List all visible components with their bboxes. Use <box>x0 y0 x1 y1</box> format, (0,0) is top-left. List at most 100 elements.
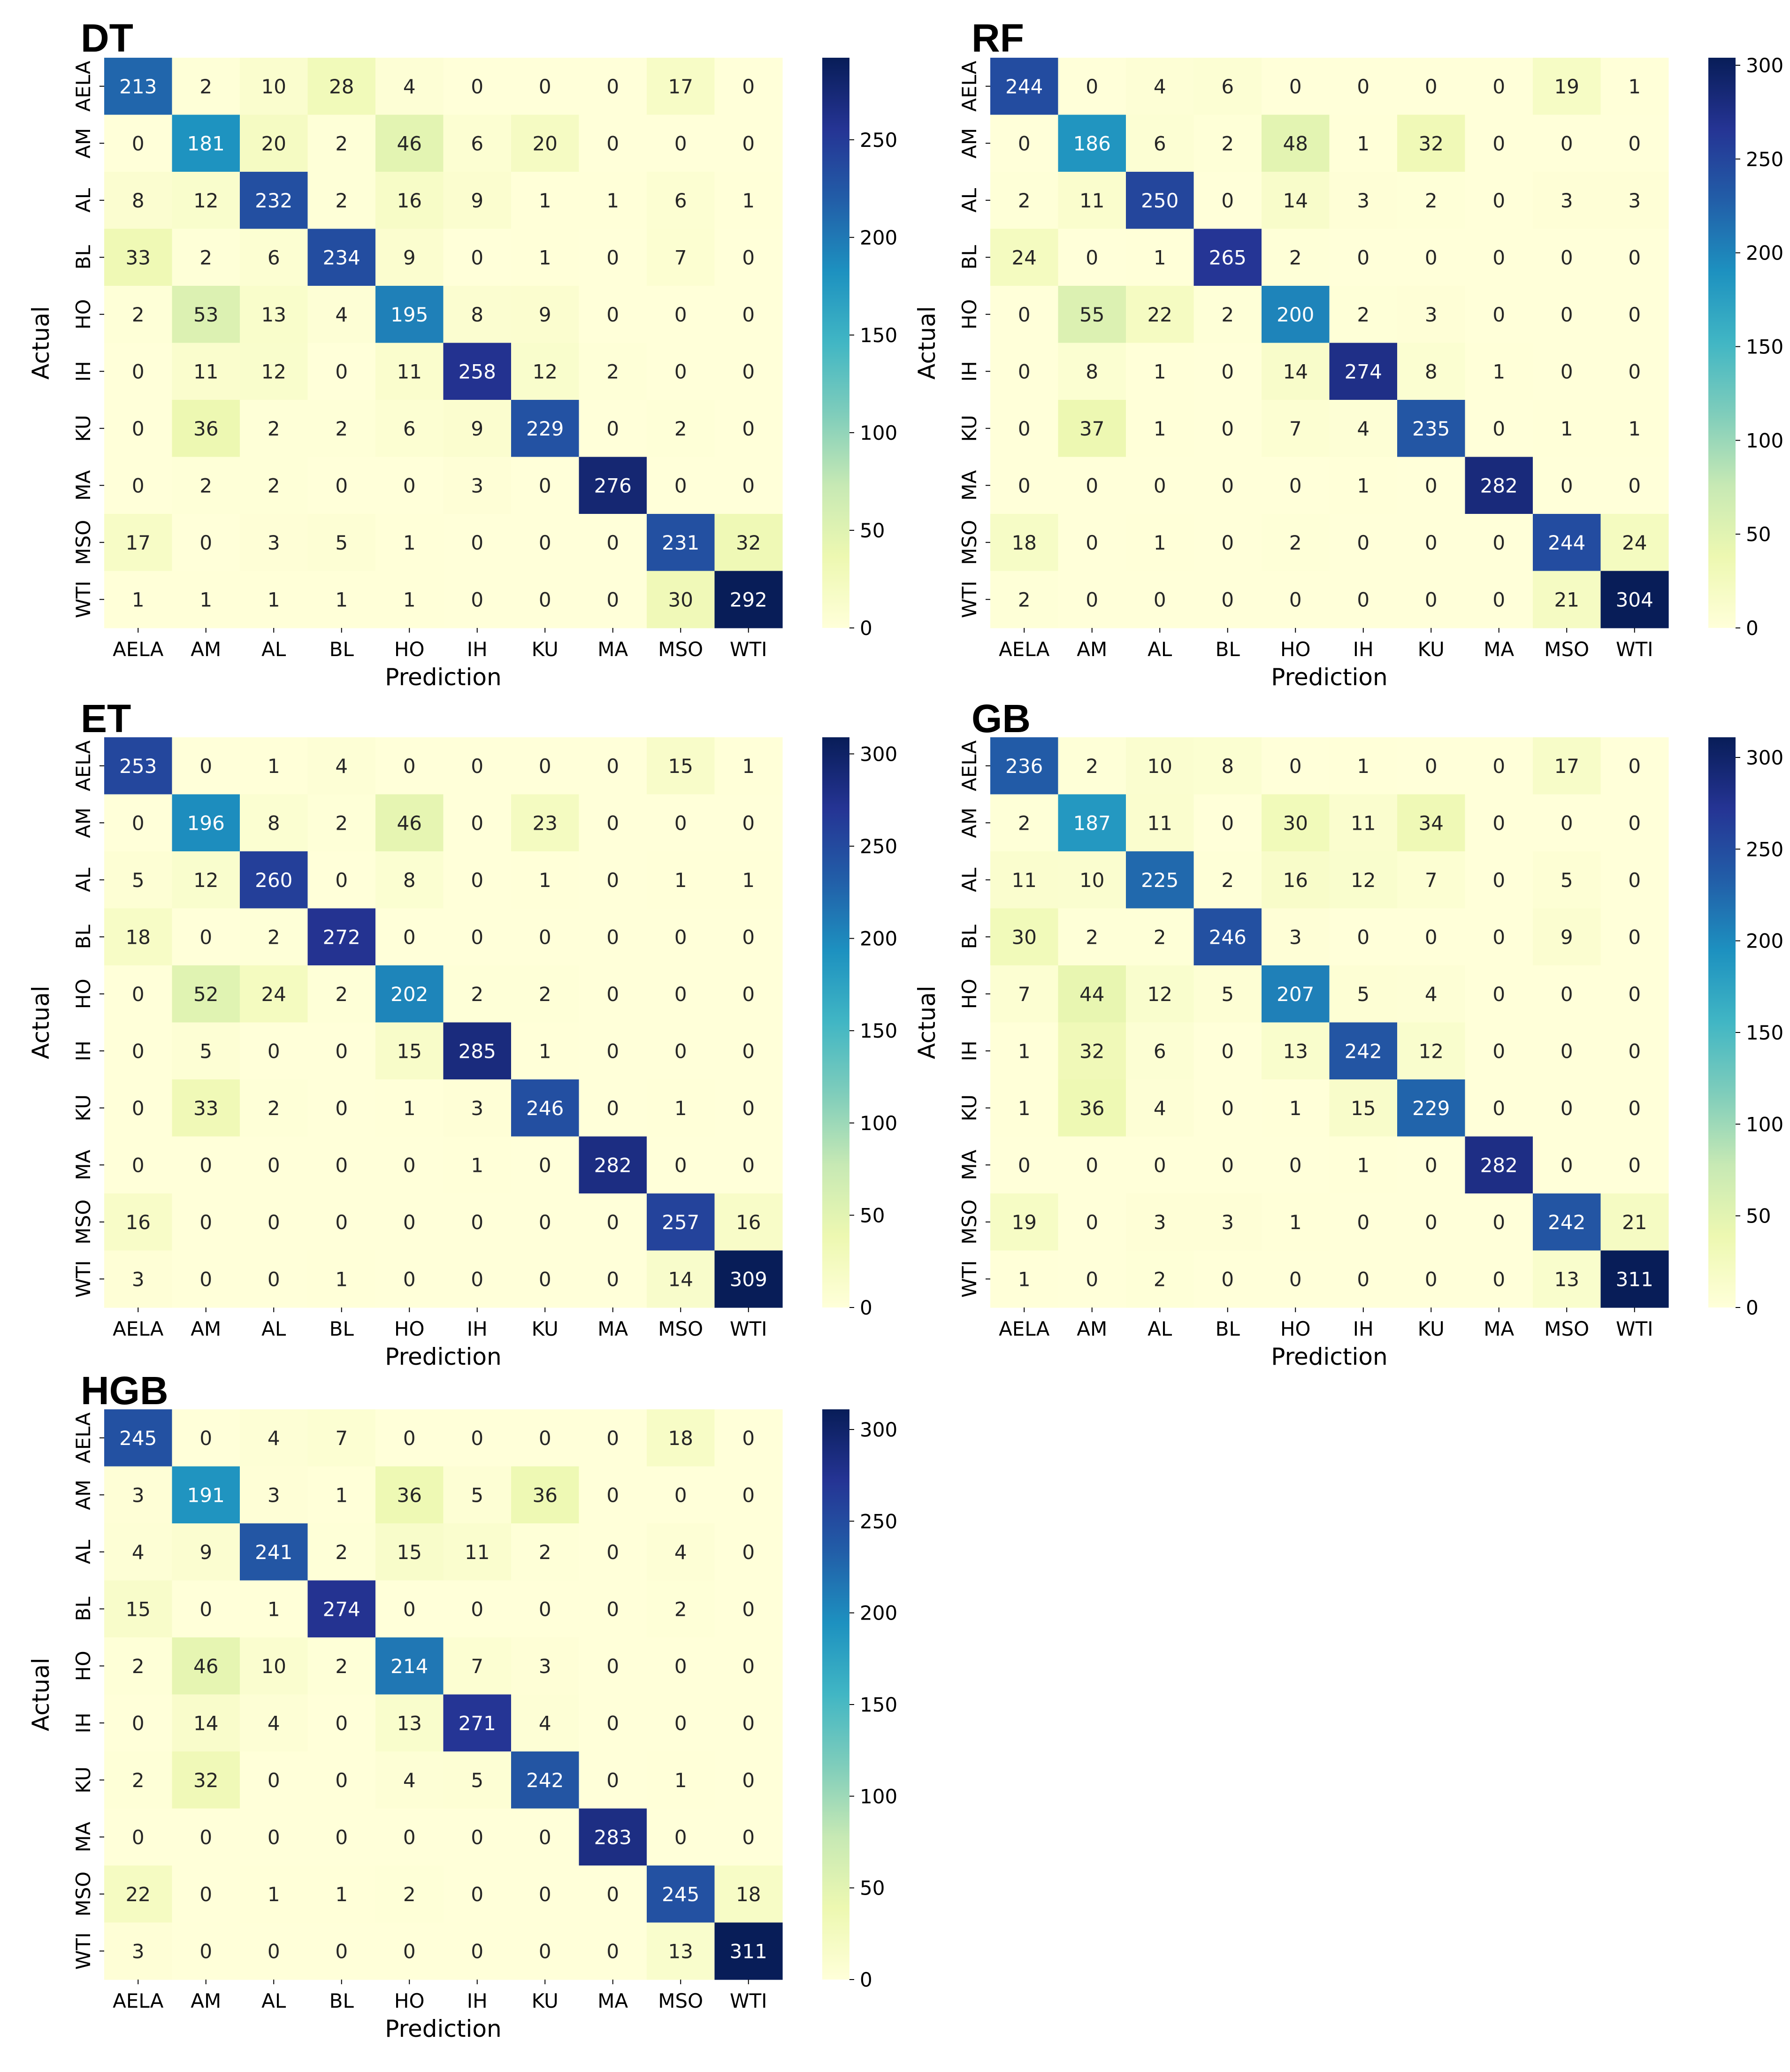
cell-value-label: 213 <box>119 75 157 98</box>
heatmap-cell <box>714 1866 783 1923</box>
x-tick-label: MA <box>597 1989 628 2012</box>
heatmap-cell <box>579 400 647 458</box>
heatmap-cell <box>1126 172 1194 229</box>
heatmap-cell <box>1533 115 1601 172</box>
cell-value-label: 207 <box>1277 983 1314 1006</box>
cell-value-label: 246 <box>526 1097 564 1120</box>
heatmap-cell <box>990 229 1059 286</box>
heatmap-cell <box>240 1079 308 1137</box>
heatmap-cell <box>1533 58 1601 115</box>
heatmap-cell <box>714 1922 783 1980</box>
heatmap-cell <box>1058 400 1126 458</box>
heatmap-cell <box>375 1193 444 1251</box>
cell-value-label: 18 <box>736 1883 761 1906</box>
cell-value-label: 2 <box>335 811 348 834</box>
heatmap-cell <box>443 1193 512 1251</box>
cell-value-label: 0 <box>674 303 687 326</box>
cell-value-label: 2 <box>132 303 145 326</box>
cell-value-label: 48 <box>1283 132 1308 155</box>
cell-value-label: 5 <box>1561 869 1573 892</box>
heatmap-cell <box>375 851 444 909</box>
x-tick-label: AL <box>1147 638 1172 661</box>
cell-value-label: 2 <box>1357 303 1369 326</box>
x-axis-label: Prediction <box>385 664 501 691</box>
cell-value-label: 0 <box>539 755 551 778</box>
cell-value-label: 0 <box>1086 1211 1098 1234</box>
cell-value-label: 5 <box>335 531 348 554</box>
cell-value-label: 55 <box>1079 303 1104 326</box>
cell-value-label: 0 <box>742 1598 755 1621</box>
heatmap-cell <box>990 400 1059 458</box>
heatmap-cell <box>579 457 647 514</box>
cell-value-label: 0 <box>1561 303 1573 326</box>
heatmap-cell <box>990 115 1059 172</box>
heatmap-cell <box>1465 1193 1533 1251</box>
heatmap-cell <box>104 1022 173 1080</box>
heatmap-cell <box>172 965 240 1023</box>
heatmap-cell <box>443 1523 512 1581</box>
heatmap-cell <box>1329 965 1398 1023</box>
heatmap-cell <box>511 1136 580 1194</box>
cell-value-label: 24 <box>1012 246 1037 269</box>
cell-value-label: 13 <box>1554 1268 1579 1291</box>
heatmap-cell <box>579 794 647 852</box>
y-tick-label: HO <box>72 979 95 1009</box>
heatmap-cell <box>1329 1193 1398 1251</box>
cell-value-label: 0 <box>539 1154 551 1177</box>
x-tick-label: AM <box>1077 638 1107 661</box>
cell-value-label: 0 <box>132 1040 145 1063</box>
cell-value-label: 0 <box>132 417 145 440</box>
colorbar-tick-label: 200 <box>1746 242 1783 265</box>
cell-value-label: 0 <box>1492 869 1505 892</box>
cell-value-label: 34 <box>1419 811 1444 834</box>
heatmap-cell <box>647 794 715 852</box>
heatmap-cell <box>714 1523 783 1581</box>
cell-value-label: 0 <box>132 1154 145 1177</box>
cell-value-label: 17 <box>1554 755 1579 778</box>
heatmap-cell <box>1262 115 1330 172</box>
cell-value-label: 12 <box>1147 983 1172 1006</box>
cell-value-label: 2 <box>606 360 619 383</box>
cell-value-label: 0 <box>742 1427 755 1450</box>
cell-value-label: 1 <box>335 1483 348 1506</box>
heatmap-cell <box>375 115 444 172</box>
cell-value-label: 4 <box>1357 417 1369 440</box>
cell-value-label: 8 <box>1086 360 1098 383</box>
cell-value-label: 0 <box>742 1483 755 1506</box>
heatmap-cell <box>1329 58 1398 115</box>
heatmap-cell <box>714 1466 783 1524</box>
cell-value-label: 0 <box>1018 303 1031 326</box>
cell-value-label: 311 <box>1616 1268 1653 1291</box>
heatmap-cell <box>104 343 173 400</box>
heatmap-cell <box>1193 737 1262 795</box>
cell-value-label: 0 <box>539 474 551 497</box>
heatmap-cell <box>240 1637 308 1695</box>
x-tick-label: AM <box>191 1989 221 2012</box>
cell-value-label: 12 <box>533 360 558 383</box>
cell-value-label: 0 <box>1628 246 1641 269</box>
heatmap-cell <box>647 1751 715 1809</box>
heatmap-cell <box>990 514 1059 572</box>
heatmap-cell <box>375 1694 444 1752</box>
heatmap-cell <box>1262 965 1330 1023</box>
cell-value-label: 1 <box>268 755 280 778</box>
heatmap-cell <box>307 1751 376 1809</box>
heatmap-cell <box>1262 1193 1330 1251</box>
cell-value-label: 2 <box>1289 531 1302 554</box>
heatmap-cell <box>443 58 512 115</box>
cell-value-label: 4 <box>335 303 348 326</box>
cell-value-label: 0 <box>335 1211 348 1234</box>
heatmap-cell <box>1193 1079 1262 1137</box>
x-tick-label: AELA <box>999 1317 1050 1340</box>
heatmap-cell <box>1397 1079 1466 1137</box>
heatmap-cell <box>1262 229 1330 286</box>
heatmap-cell <box>104 737 173 795</box>
x-axis-label: Prediction <box>385 1343 501 1370</box>
heatmap-cell <box>1058 571 1126 628</box>
cell-value-label: 0 <box>1154 1154 1166 1177</box>
cell-value-label: 0 <box>403 1826 416 1849</box>
heatmap-cell <box>647 1922 715 1980</box>
heatmap-cell <box>647 1193 715 1251</box>
cell-value-label: 12 <box>193 189 218 212</box>
heatmap-cell <box>375 1751 444 1809</box>
